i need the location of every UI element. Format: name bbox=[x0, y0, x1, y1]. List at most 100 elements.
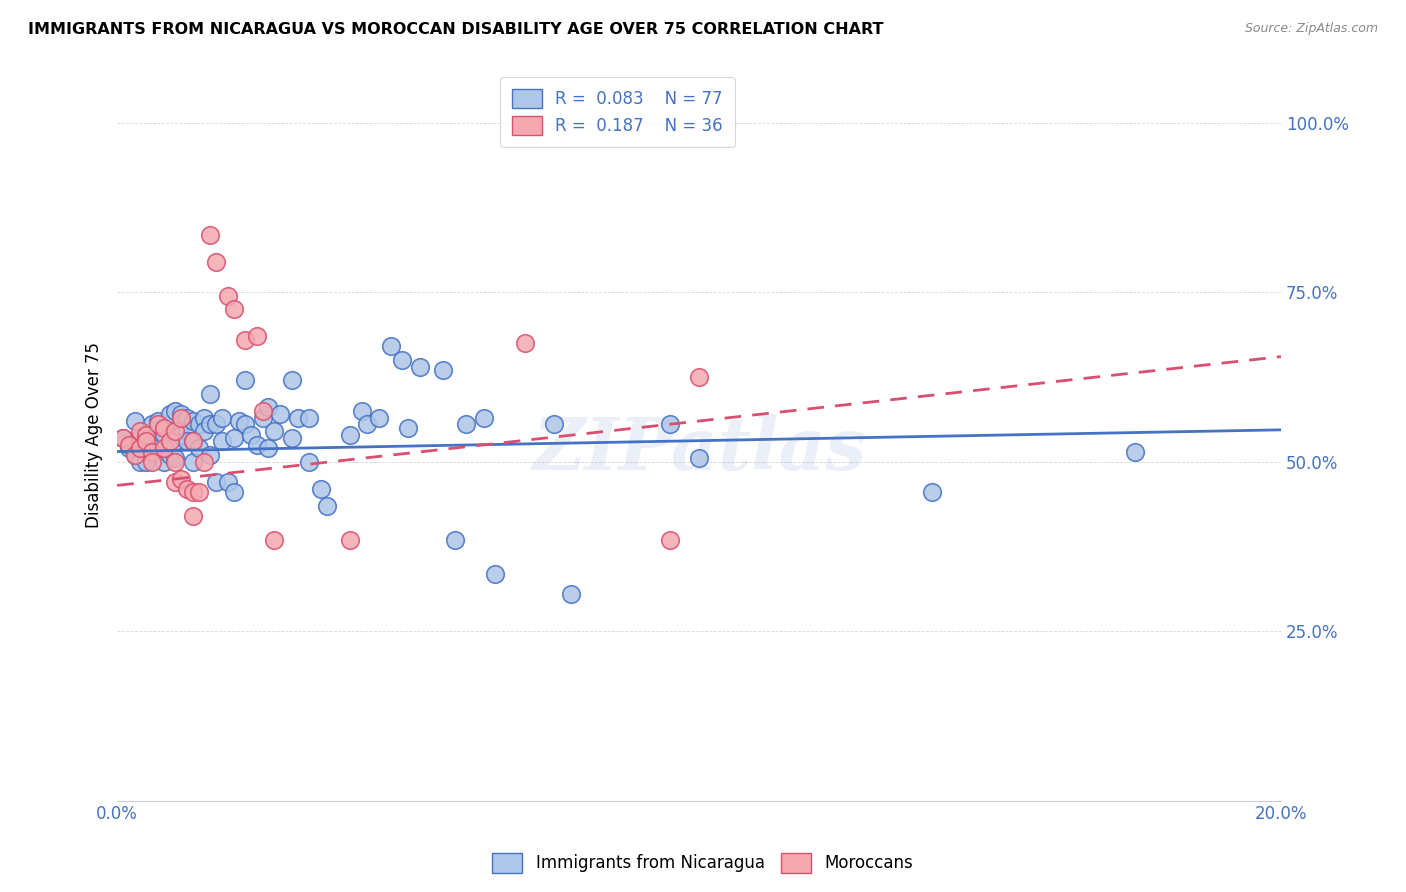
Point bbox=[152, 421, 174, 435]
Point bbox=[129, 431, 152, 445]
Text: ZIPatlas: ZIPatlas bbox=[531, 414, 866, 484]
Point bbox=[111, 431, 134, 445]
Point bbox=[222, 431, 245, 445]
Point bbox=[339, 533, 361, 547]
Point bbox=[165, 451, 187, 466]
Point bbox=[233, 373, 256, 387]
Point bbox=[252, 404, 274, 418]
Point bbox=[380, 339, 402, 353]
Point bbox=[176, 434, 198, 449]
Point bbox=[659, 533, 682, 547]
Point bbox=[135, 455, 157, 469]
Point bbox=[432, 363, 454, 377]
Point bbox=[146, 441, 169, 455]
Point bbox=[187, 417, 209, 432]
Point bbox=[159, 448, 181, 462]
Legend: Immigrants from Nicaragua, Moroccans: Immigrants from Nicaragua, Moroccans bbox=[486, 847, 920, 880]
Point bbox=[165, 434, 187, 449]
Point bbox=[269, 407, 291, 421]
Point bbox=[1125, 444, 1147, 458]
Point bbox=[309, 482, 332, 496]
Point bbox=[281, 373, 304, 387]
Text: IMMIGRANTS FROM NICARAGUA VS MOROCCAN DISABILITY AGE OVER 75 CORRELATION CHART: IMMIGRANTS FROM NICARAGUA VS MOROCCAN DI… bbox=[28, 22, 883, 37]
Point bbox=[200, 227, 222, 242]
Point bbox=[443, 533, 465, 547]
Point bbox=[170, 410, 193, 425]
Point bbox=[513, 336, 536, 351]
Point bbox=[205, 475, 228, 489]
Point bbox=[659, 417, 682, 432]
Point bbox=[200, 387, 222, 401]
Point bbox=[135, 434, 157, 449]
Point bbox=[181, 434, 204, 449]
Point bbox=[141, 444, 163, 458]
Point bbox=[205, 417, 228, 432]
Point bbox=[141, 424, 163, 438]
Point bbox=[257, 441, 280, 455]
Point bbox=[176, 424, 198, 438]
Point bbox=[170, 417, 193, 432]
Point bbox=[217, 475, 239, 489]
Point bbox=[176, 482, 198, 496]
Point bbox=[456, 417, 478, 432]
Point bbox=[124, 448, 146, 462]
Point bbox=[368, 410, 391, 425]
Point bbox=[124, 448, 146, 462]
Y-axis label: Disability Age Over 75: Disability Age Over 75 bbox=[86, 342, 103, 527]
Point bbox=[181, 485, 204, 500]
Point bbox=[159, 434, 181, 449]
Point bbox=[135, 427, 157, 442]
Point bbox=[287, 410, 309, 425]
Point bbox=[181, 508, 204, 523]
Point bbox=[181, 414, 204, 428]
Point bbox=[200, 417, 222, 432]
Point bbox=[233, 333, 256, 347]
Point bbox=[263, 533, 285, 547]
Point bbox=[217, 288, 239, 302]
Point bbox=[159, 407, 181, 421]
Point bbox=[165, 424, 187, 438]
Point bbox=[165, 475, 187, 489]
Point bbox=[222, 485, 245, 500]
Point bbox=[176, 410, 198, 425]
Point bbox=[165, 455, 187, 469]
Point bbox=[246, 438, 269, 452]
Point bbox=[688, 451, 710, 466]
Point bbox=[146, 414, 169, 428]
Point bbox=[170, 407, 193, 421]
Point bbox=[543, 417, 565, 432]
Point bbox=[396, 421, 419, 435]
Point bbox=[152, 427, 174, 442]
Point bbox=[200, 448, 222, 462]
Point bbox=[688, 370, 710, 384]
Point bbox=[560, 587, 582, 601]
Point bbox=[129, 441, 152, 455]
Point bbox=[257, 401, 280, 415]
Point bbox=[391, 353, 413, 368]
Point bbox=[193, 424, 215, 438]
Point bbox=[484, 566, 506, 581]
Point bbox=[129, 455, 152, 469]
Point bbox=[211, 434, 233, 449]
Point bbox=[252, 410, 274, 425]
Point bbox=[339, 427, 361, 442]
Point bbox=[211, 410, 233, 425]
Point bbox=[193, 455, 215, 469]
Point bbox=[141, 417, 163, 432]
Point bbox=[152, 441, 174, 455]
Point bbox=[187, 485, 209, 500]
Point bbox=[170, 427, 193, 442]
Point bbox=[356, 417, 378, 432]
Point bbox=[129, 424, 152, 438]
Point bbox=[170, 472, 193, 486]
Point bbox=[298, 410, 321, 425]
Point bbox=[187, 441, 209, 455]
Point bbox=[152, 455, 174, 469]
Point bbox=[315, 499, 337, 513]
Legend: R =  0.083    N = 77, R =  0.187    N = 36: R = 0.083 N = 77, R = 0.187 N = 36 bbox=[501, 77, 735, 147]
Point bbox=[228, 414, 250, 428]
Point bbox=[165, 404, 187, 418]
Point bbox=[135, 434, 157, 449]
Point bbox=[124, 414, 146, 428]
Point bbox=[246, 329, 269, 343]
